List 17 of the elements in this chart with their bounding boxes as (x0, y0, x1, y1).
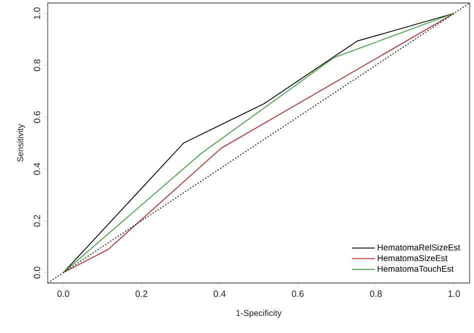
legend-label: HematomaTouchEst (378, 266, 454, 272)
legend-label: HematomaRelSizeEst (378, 244, 460, 250)
x-tick-label: 0.8 (370, 290, 382, 297)
y-tick-label: 0.2 (34, 214, 40, 227)
y-tick-label: 0.4 (34, 162, 40, 175)
x-tick-label: 1.0 (448, 290, 460, 297)
x-axis-title: 1-Specificity (236, 310, 282, 318)
x-tick-label: 0.4 (214, 290, 226, 297)
y-tick-label: 1.0 (34, 7, 40, 19)
y-tick-label: 0.0 (34, 266, 40, 279)
y-tick-label: 0.8 (34, 59, 40, 72)
x-tick-label: 0.0 (57, 290, 70, 297)
y-axis-title: Sensitivity (17, 124, 25, 162)
legend-label: HematomaSizeEst (378, 254, 448, 262)
x-tick-label: 0.2 (136, 290, 148, 297)
y-tick-label: 0.6 (34, 111, 40, 123)
x-tick-label: 0.6 (292, 290, 304, 297)
